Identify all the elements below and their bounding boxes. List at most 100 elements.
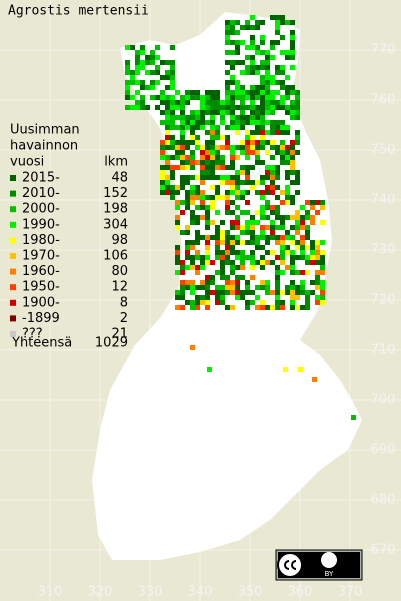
record-square [220, 265, 225, 270]
record-square [280, 305, 285, 310]
record-square [250, 165, 255, 170]
record-square [175, 200, 180, 205]
record-square [305, 215, 310, 220]
record-square [290, 260, 295, 265]
legend-swatch [10, 299, 16, 306]
record-square [315, 250, 320, 255]
record-square [270, 190, 275, 195]
record-square [235, 145, 240, 150]
record-square [230, 125, 235, 130]
record-square [140, 45, 145, 50]
record-square [200, 160, 205, 165]
record-square [225, 230, 230, 235]
record-square [275, 290, 280, 295]
record-square [130, 70, 135, 75]
record-square [245, 255, 250, 260]
record-square [200, 175, 205, 180]
record-square [165, 70, 170, 75]
record-square [175, 155, 180, 160]
record-square [250, 235, 255, 240]
legend-swatch [10, 284, 16, 291]
record-square [285, 215, 290, 220]
record-square [170, 170, 175, 175]
legend-count: 48 [111, 171, 128, 186]
record-square [150, 60, 155, 65]
record-square [250, 260, 255, 265]
record-square [240, 255, 245, 260]
record-square [295, 140, 300, 145]
record-square [170, 140, 175, 145]
record-square [290, 255, 295, 260]
record-square [170, 120, 175, 125]
record-square [230, 40, 235, 45]
record-square [270, 220, 275, 225]
record-square [320, 240, 325, 245]
record-square [255, 105, 260, 110]
record-square [225, 280, 230, 285]
record-square [220, 270, 225, 275]
y-label: 700 [371, 393, 396, 408]
record-square [210, 105, 215, 110]
record-square [250, 150, 255, 155]
record-square [315, 200, 320, 205]
record-square [295, 90, 300, 95]
record-square [240, 105, 245, 110]
record-square [205, 240, 210, 245]
record-square [220, 100, 225, 105]
record-square [185, 230, 190, 235]
record-square [220, 275, 225, 280]
record-square [205, 110, 210, 115]
record-square [270, 180, 275, 185]
record-square [135, 50, 140, 55]
record-square [215, 300, 220, 305]
record-square [205, 295, 210, 300]
record-square [210, 95, 215, 100]
record-square [190, 150, 195, 155]
record-square [320, 290, 325, 295]
record-square [185, 205, 190, 210]
record-square [170, 105, 175, 110]
x-label: 320 [88, 585, 113, 600]
record-square [215, 225, 220, 230]
record-square [300, 255, 305, 260]
record-square [160, 145, 165, 150]
record-square [190, 305, 195, 310]
record-square [210, 115, 215, 120]
record-square [190, 175, 195, 180]
record-square [190, 160, 195, 165]
record-square [165, 95, 170, 100]
record-square [275, 20, 280, 25]
record-square [140, 100, 145, 105]
record-square [205, 235, 210, 240]
record-square [260, 100, 265, 105]
record-square [275, 70, 280, 75]
record-square [245, 25, 250, 30]
record-square [165, 120, 170, 125]
record-square [260, 130, 265, 135]
record-square [235, 240, 240, 245]
record-square [260, 180, 265, 185]
record-square [175, 105, 180, 110]
record-square [190, 155, 195, 160]
record-square [295, 215, 300, 220]
record-square [225, 105, 230, 110]
record-square [200, 165, 205, 170]
record-square [300, 285, 305, 290]
record-square [225, 125, 230, 130]
record-square [295, 225, 300, 230]
record-square [190, 115, 195, 120]
record-square [225, 305, 230, 310]
record-square [205, 280, 210, 285]
record-square [290, 35, 295, 40]
record-square [230, 240, 235, 245]
record-square [200, 95, 205, 100]
record-square [165, 125, 170, 130]
record-square [200, 300, 205, 305]
record-square [270, 145, 275, 150]
record-square [175, 220, 180, 225]
record-square [205, 205, 210, 210]
record-square [200, 105, 205, 110]
record-square [195, 270, 200, 275]
record-square [305, 270, 310, 275]
record-square [200, 120, 205, 125]
